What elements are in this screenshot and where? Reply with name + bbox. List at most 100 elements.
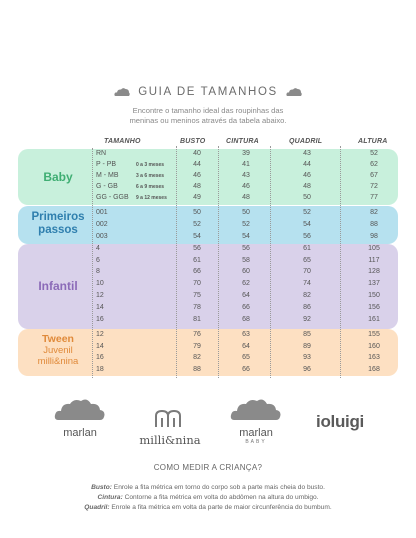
waist-cell: 41 [242, 161, 250, 168]
instruction-label: Busto: [91, 484, 112, 491]
cloud-logo-icon [230, 399, 281, 420]
table-row: RN 40 39 43 52 [92, 150, 398, 160]
size-cell: RN [96, 150, 107, 157]
table-row: 001 50 50 52 82 [92, 209, 398, 219]
table-row: 12 76 63 85 155 [92, 331, 398, 341]
height-cell: 156 [368, 304, 380, 311]
group-label-tween: Tween Juvenil milli&nina [18, 333, 98, 368]
column-divider [92, 148, 93, 378]
waist-cell: 66 [242, 304, 250, 311]
waist-cell: 46 [242, 183, 250, 190]
table-row: P - PB 44 41 44 62 0 a 3 meses [92, 161, 398, 171]
height-cell: 62 [370, 161, 378, 168]
size-cell: P - PB [96, 161, 117, 168]
group-label-sub: Juvenil [43, 345, 73, 356]
col-header-hip: QUADRIL [289, 138, 323, 145]
table-row: G - GB 48 46 48 72 6 a 9 meses [92, 183, 398, 193]
waist-cell: 64 [242, 343, 250, 350]
instruction-text: Enrole a fita métrica em torno do corpo … [111, 484, 325, 491]
size-cell: 6 [96, 257, 100, 264]
table-row: 16 82 65 93 163 [92, 354, 398, 364]
bust-cell: 78 [193, 304, 201, 311]
brand-marlan-baby-sub: BABY [245, 439, 267, 445]
bust-cell: 46 [193, 172, 201, 179]
brand-milli-nina: milli&nina [130, 408, 210, 447]
height-cell: 88 [370, 221, 378, 228]
brand-marlan-text: marlan [63, 427, 97, 439]
hip-cell: 82 [303, 292, 311, 299]
brand-marlan-baby: marlan BABY [226, 398, 286, 445]
waist-cell: 68 [242, 316, 250, 323]
table-row: 14 79 64 89 160 [92, 343, 398, 353]
bust-cell: 70 [193, 280, 201, 287]
height-cell: 82 [370, 209, 378, 216]
bust-cell: 56 [193, 245, 201, 252]
age-range-cell: 0 a 3 meses [136, 162, 165, 168]
size-cell: G - GB [96, 183, 118, 190]
instruction-text: Enrole a fita métrica em volta da parte … [109, 504, 332, 511]
group-label-line: passos [38, 224, 78, 236]
size-cell: 10 [96, 280, 104, 287]
hip-cell: 85 [303, 331, 311, 338]
age-range-cell: 6 a 9 meses [136, 184, 165, 190]
height-cell: 168 [368, 366, 380, 373]
hip-cell: 44 [303, 161, 311, 168]
size-cell: 14 [96, 343, 104, 350]
size-cell: 002 [96, 221, 108, 228]
hip-cell: 56 [303, 233, 311, 240]
waist-cell: 62 [242, 280, 250, 287]
bust-cell: 54 [193, 233, 201, 240]
height-cell: 117 [368, 257, 380, 264]
hip-cell: 70 [303, 268, 311, 275]
size-cell: 003 [96, 233, 108, 240]
size-cell: 8 [96, 268, 100, 275]
subtitle-line: meninas ou meninos através da tabela aba… [129, 116, 287, 125]
table-row: 18 88 66 96 168 [92, 366, 398, 376]
group-label-primeiros-passos: Primeiros passos [18, 211, 98, 237]
height-cell: 52 [370, 150, 378, 157]
band-primeiros-passos [18, 206, 398, 244]
height-cell: 150 [368, 292, 380, 299]
table-row: 10 70 62 74 137 [92, 280, 398, 290]
height-cell: 72 [370, 183, 378, 190]
age-range-cell: 3 a 6 meses [136, 173, 165, 179]
table-row: GG - GGB 49 48 50 77 9 a 12 meses [92, 194, 398, 204]
instruction-label: Quadril: [84, 504, 110, 511]
band-baby [18, 149, 398, 205]
waist-cell: 54 [242, 233, 250, 240]
page-title: GUIA DE TAMANHOS [138, 86, 278, 98]
col-header-size: TAMANHO [104, 138, 141, 145]
hip-cell: 50 [303, 194, 311, 201]
cloud-icon [114, 88, 130, 96]
column-divider [176, 146, 177, 378]
size-cell: GG - GGB [96, 194, 129, 201]
col-header-bust: BUSTO [180, 138, 206, 145]
height-cell: 105 [368, 245, 380, 252]
table-row: M - MB 46 43 46 67 3 a 6 meses [92, 172, 398, 182]
size-cell: 12 [96, 331, 104, 338]
hip-cell: 89 [303, 343, 311, 350]
size-cell: 12 [96, 292, 104, 299]
brand-ioluigi-text: ioluigi [316, 412, 364, 431]
bust-cell: 61 [193, 257, 201, 264]
bust-cell: 44 [193, 161, 201, 168]
cloud-icon [286, 88, 302, 96]
waist-cell: 50 [242, 209, 250, 216]
brand-logos: marlan milli&nina marlan BABY ioluigi [0, 398, 416, 448]
table-row: 14 78 66 86 156 [92, 304, 398, 314]
group-label-baby: Baby [43, 170, 73, 184]
height-cell: 160 [368, 343, 380, 350]
waist-cell: 65 [242, 354, 250, 361]
hip-cell: 52 [303, 209, 311, 216]
waist-cell: 63 [242, 331, 250, 338]
waist-cell: 66 [242, 366, 250, 373]
hip-cell: 74 [303, 280, 311, 287]
table-row: 003 54 54 56 98 [92, 233, 398, 243]
bust-cell: 49 [193, 194, 201, 201]
bust-cell: 76 [193, 331, 201, 338]
height-cell: 155 [368, 331, 380, 338]
brand-marlan-baby-text: marlan [239, 427, 273, 439]
waist-cell: 60 [242, 268, 250, 275]
hip-cell: 93 [303, 354, 311, 361]
group-label-line: Tween [42, 333, 74, 345]
